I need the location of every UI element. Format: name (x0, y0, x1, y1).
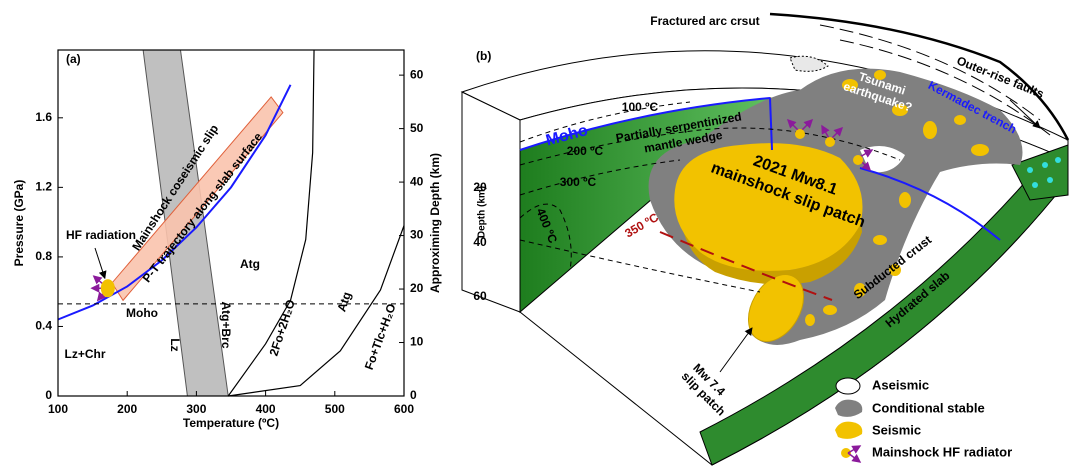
arrow (95, 248, 105, 278)
panel-label: (a) (66, 52, 81, 66)
label: HF radiation (66, 228, 136, 242)
legend-label: Conditional stable (872, 400, 985, 415)
y-tick-label: 1.6 (35, 110, 52, 124)
y2-tick-label: 20 (410, 281, 424, 295)
x-axis-label: Temperature (ºC) (183, 416, 279, 430)
annotation: Atg (334, 290, 353, 313)
annotation: Lz (168, 338, 182, 351)
x-tick-label: 300 (186, 402, 206, 416)
annotation: Lz+Chr (64, 347, 105, 361)
y2-tick-label: 40 (410, 174, 424, 188)
legend-label: Seismic (872, 422, 921, 437)
x-tick-label: 200 (117, 402, 137, 416)
isotherm-label: 300 ºC (560, 175, 597, 189)
label: Outer-rise faults (955, 53, 1046, 101)
figure: (b) Fractured arc crsut Tsunami earthqua… (0, 0, 1077, 467)
y2-tick-label: 60 (410, 67, 424, 81)
label: Fractured arc crsut (650, 14, 759, 28)
label: Moho (126, 306, 158, 320)
panel-b: (b) Fractured arc crsut Tsunami earthqua… (462, 14, 1068, 465)
y-tick-label: 1.2 (35, 180, 52, 194)
x-tick-label: 100 (48, 402, 68, 416)
isotherm-label: 200 ºC (567, 144, 604, 158)
annotation: Atg+Brc (219, 301, 233, 348)
tick-label: 40 (473, 235, 487, 249)
y-tick-label: 0 (45, 388, 52, 402)
annotation: 2Fo+2H₂O (267, 298, 298, 358)
legend-swatch (841, 448, 851, 458)
panel-label: (b) (476, 49, 491, 63)
y2-axis-label: Approximing Depth (km) (428, 153, 442, 293)
isotherm-label: 100 ºC (622, 100, 659, 114)
legend-swatch (836, 378, 860, 394)
legend-label: Mainshock HF radiator (872, 444, 1012, 459)
x-tick-label: 600 (394, 402, 414, 416)
y-tick-label: 0.8 (35, 249, 52, 263)
tick-label: 60 (473, 289, 487, 303)
y2-tick-label: 30 (410, 228, 424, 242)
y2-tick-label: 50 (410, 121, 424, 135)
legend-swatch (835, 400, 862, 417)
legend-label: Aseismic (872, 377, 929, 392)
hf-radiator (101, 279, 115, 297)
y2-tick-label: 0 (410, 388, 417, 402)
y2-tick-label: 10 (410, 335, 424, 349)
x-tick-label: 400 (256, 402, 276, 416)
y-axis-label: Pressure (GPa) (12, 180, 26, 267)
annotation: Atg (240, 257, 260, 271)
legend-swatch (848, 446, 860, 462)
annotation: Fo+Tlc+H₂O (362, 302, 399, 372)
legend-swatch (835, 422, 862, 439)
block-left (462, 92, 520, 312)
tick-label: 20 (473, 180, 487, 194)
y-tick-label: 0.4 (35, 319, 52, 333)
reaction-curve (228, 226, 404, 396)
x-tick-label: 500 (325, 402, 345, 416)
